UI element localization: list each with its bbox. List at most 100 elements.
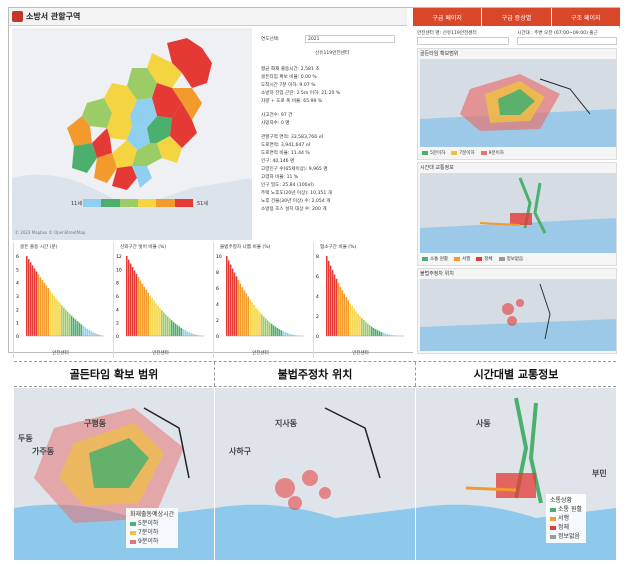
bar	[326, 256, 328, 336]
bar	[282, 331, 285, 336]
bar	[251, 302, 253, 336]
bar	[226, 256, 228, 336]
chart-title: 신뢰구간 벗어 비율 (%)	[120, 245, 167, 250]
legend-item: 정보없음	[550, 532, 582, 541]
bar	[149, 295, 151, 336]
y-tick-label: 6	[216, 286, 219, 292]
bar	[65, 309, 67, 336]
bar	[80, 324, 83, 336]
bar	[47, 288, 49, 336]
golden-time-large-map[interactable]: 두동 가주동 구평동 화재출동예상시간 5분이하 7분이하 9분이하	[14, 388, 214, 560]
y-tick-label: 0	[16, 334, 19, 340]
nav-ems-page[interactable]: 구급 페이지	[413, 8, 483, 26]
bar	[284, 332, 287, 336]
bar	[94, 333, 96, 336]
stat-line: 도로면적 비율: 11.44 %	[261, 151, 310, 156]
bar	[343, 293, 346, 336]
legend-swatch	[101, 199, 120, 207]
bar	[345, 297, 348, 336]
bar	[176, 325, 179, 336]
stat-line: 소방용 호스 설치 대상 수: 200 개	[261, 207, 327, 212]
traffic-large-map[interactable]: 사동 부민 소통상황 소통 원활 서행 정체 정보없음	[416, 388, 616, 560]
bar	[143, 286, 146, 336]
bar	[237, 280, 240, 336]
place-label: 사동	[476, 419, 491, 428]
bar	[231, 268, 234, 336]
bar	[29, 262, 32, 336]
bar	[241, 287, 244, 336]
y-tick-label: 1	[16, 321, 19, 327]
bar	[353, 308, 355, 336]
bar	[188, 332, 190, 336]
bar	[53, 295, 55, 336]
parking-panel: 불법주정차 위치	[417, 268, 617, 354]
bar	[229, 264, 232, 336]
stat-line: 관할구역 면적: 33,583,766 ㎡	[261, 135, 324, 140]
right-column: 안전센터 명: 선유119안전센터 시간대 : 주변 오전 (07:00~09:…	[413, 28, 621, 354]
bar	[266, 320, 269, 336]
bar	[170, 320, 173, 336]
bar	[247, 296, 249, 336]
bar	[78, 322, 81, 336]
bar	[37, 274, 40, 336]
stat-line: 평균 화재 출동시간: 2,581 초	[261, 67, 320, 72]
time-select-label: 시간대 : 주변 오전 (07:00~09:00) 출근	[517, 31, 598, 36]
stat-line: 도착시간 7분 이하: 9.07 %	[261, 83, 316, 88]
bar	[268, 322, 271, 336]
bar	[272, 325, 275, 336]
time-select[interactable]	[517, 37, 617, 45]
illegal-parking-large-map[interactable]: 사하구 지사동	[215, 388, 415, 560]
bar	[100, 335, 102, 336]
dashboard: 소방서 관할구역 구급 페이지 구급 증상별 구조 페이지	[8, 7, 621, 358]
y-tick-label: 8	[316, 254, 319, 260]
bar	[182, 329, 185, 336]
y-tick-label: 8	[216, 270, 219, 276]
bar	[82, 325, 85, 336]
center-select[interactable]	[417, 37, 509, 45]
legend-item: 9분이하	[130, 537, 174, 546]
header-traffic: 시간대별 교통정보	[473, 368, 559, 381]
panel-title: 불법주정차 위치	[420, 271, 454, 277]
bar	[366, 323, 369, 336]
bar	[72, 317, 75, 336]
year-select[interactable]: 2021	[305, 35, 395, 43]
chart-illegal-parking: 불법주정차 나쁨 비율 (%) 10 8 6 4 2 0 안전센터	[213, 242, 307, 358]
golden-time-map[interactable]	[420, 59, 616, 147]
y-tick-label: 12	[116, 254, 122, 260]
bar	[368, 325, 371, 336]
bar	[280, 330, 283, 336]
bar	[235, 276, 238, 336]
bar	[390, 334, 392, 336]
nav-rescue-page[interactable]: 구조 페이지	[551, 8, 621, 26]
center-select-label: 안전센터 명: 선유119안전센터	[417, 31, 477, 36]
y-tick-label: 6	[116, 294, 119, 300]
bar	[347, 300, 349, 336]
bar	[51, 293, 53, 336]
y-tick-label: 8	[116, 281, 119, 287]
bar	[39, 277, 42, 336]
parking-map[interactable]	[420, 279, 616, 351]
chart-narrow-roads: 협소구간 비율 (%) 8 6 4 2 0 안전센터	[313, 242, 407, 358]
chart-response-time: 골든 출동 시간 (분) 6 5 4 3 2 1 0 안전센터	[13, 242, 107, 358]
y-tick-label: 6	[316, 274, 319, 280]
chart-svg: 10 8 6 4 2 0	[216, 254, 304, 340]
legend-swatch	[137, 199, 157, 207]
legend1-item: 7분이하	[451, 150, 475, 156]
bar	[141, 283, 144, 336]
bar	[145, 289, 148, 336]
y-tick-label: 2	[116, 321, 119, 327]
bar	[233, 272, 236, 336]
nav-ems-symptom[interactable]: 구급 증상별	[482, 8, 552, 26]
bottom-headers: 골든타임 확보 범위 불법주정차 위치 시간대별 교통정보	[14, 361, 616, 387]
bar	[41, 280, 44, 336]
traffic-map[interactable]	[420, 173, 616, 253]
bar	[88, 329, 90, 336]
district-map[interactable]: © 2023 Mapbox © OpenStreetMap	[12, 28, 252, 240]
bar	[249, 299, 251, 336]
y-tick-label: 4	[16, 281, 19, 287]
bar	[296, 335, 298, 336]
bar	[27, 259, 30, 336]
bar	[186, 331, 188, 336]
bar	[333, 274, 336, 336]
golden-time-panel: 골든타임 확보범위 5분이하 7분이하 9분이하	[417, 48, 617, 160]
